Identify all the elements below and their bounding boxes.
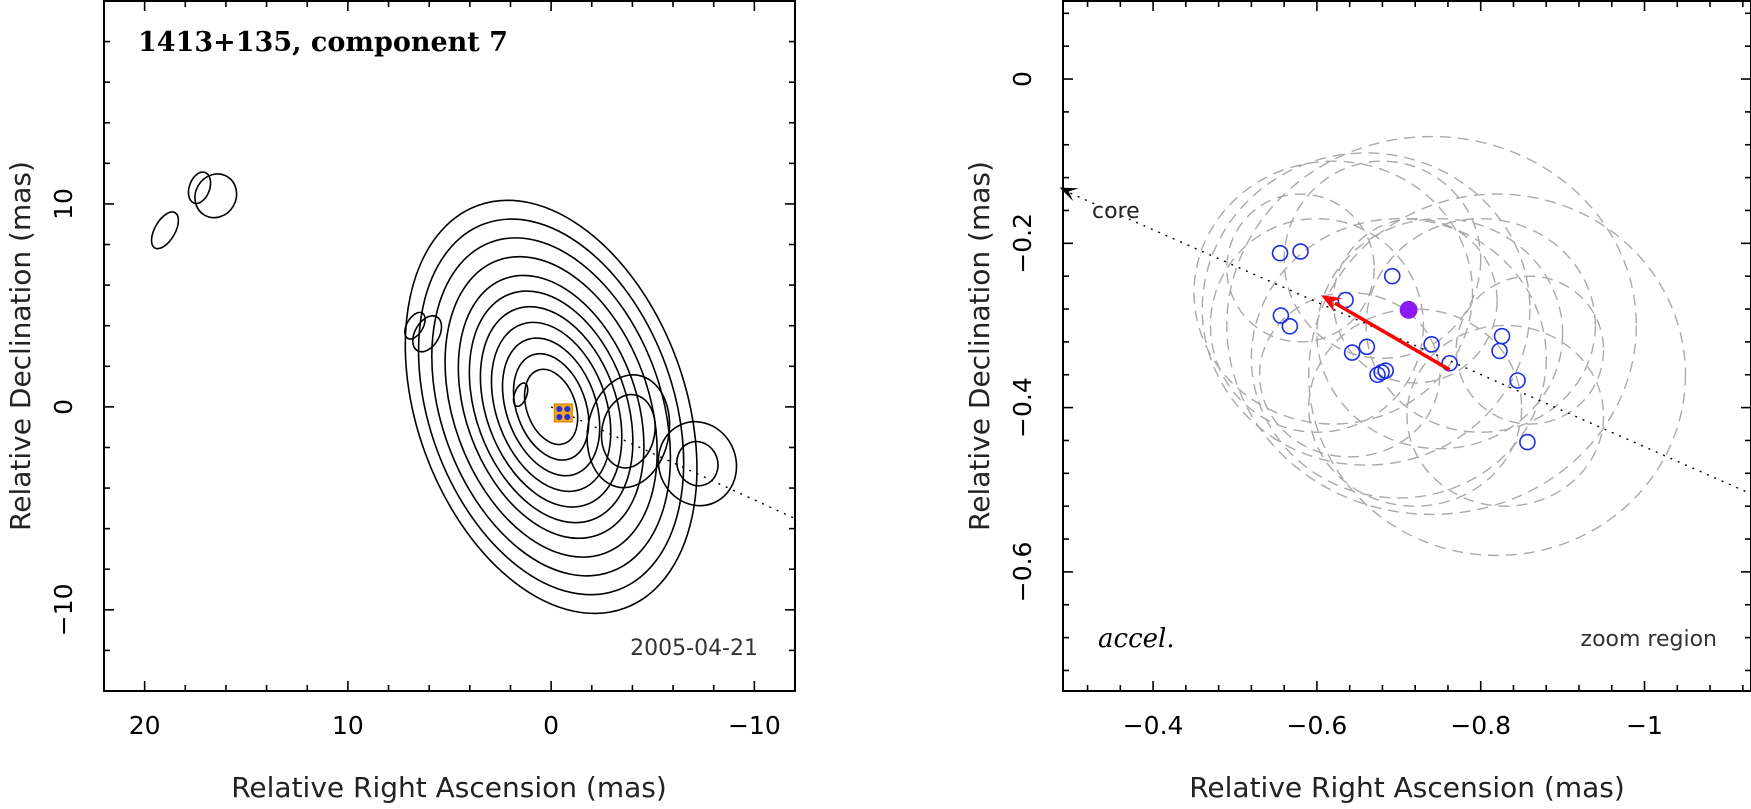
epoch-label: 2005-04-21 — [630, 636, 758, 661]
component-marker-dot — [564, 413, 571, 420]
position-point — [1343, 344, 1361, 361]
position-point — [1383, 267, 1401, 285]
error-ellipse — [1201, 152, 1531, 466]
left-x-axis-label: Relative Right Ascension (mas) — [231, 771, 667, 804]
error-ellipse — [1250, 217, 1547, 499]
position-points — [1271, 243, 1536, 451]
contour-level — [512, 382, 529, 408]
contour-level — [468, 290, 634, 524]
position-point — [1358, 338, 1376, 356]
component-marker — [553, 403, 573, 423]
contour-level — [417, 218, 685, 596]
contour-level — [676, 440, 719, 487]
right-x-tick-label: −0.8 — [1450, 711, 1511, 740]
position-point — [1441, 354, 1458, 372]
position-point — [1493, 327, 1511, 345]
contour-level — [501, 337, 601, 477]
contour-level — [194, 173, 238, 219]
position-point — [1292, 243, 1309, 260]
error-ellipse — [1365, 217, 1597, 433]
left-x-tick-label: −10 — [728, 711, 781, 740]
acceleration-vector-head — [1321, 295, 1343, 313]
left-axis-ticks: 20 10 0 −10 10 0 −10 — [49, 0, 796, 740]
error-ellipse — [1193, 160, 1474, 425]
component-marker-dot — [564, 405, 571, 412]
position-point — [1519, 433, 1536, 451]
component-marker-square — [553, 403, 573, 423]
contour-level — [150, 211, 180, 250]
right-plot-frame — [1062, 0, 1751, 692]
right-y-axis-label: Relative Declination (mas) — [963, 161, 996, 531]
position-point — [1272, 307, 1290, 324]
contour-level — [404, 311, 426, 340]
left-x-tick-label: 20 — [129, 711, 161, 740]
contour-level — [490, 321, 612, 493]
error-ellipse — [1308, 193, 1687, 557]
position-point — [1377, 362, 1395, 379]
position-point — [1369, 366, 1386, 384]
right-y-tick-label: −0.4 — [1008, 377, 1037, 438]
right-axis-ticks: −0.4 −0.6 −0.8 −1 0 −0.2 −0.4 −0.6 — [1008, 1, 1751, 740]
contour-map — [150, 171, 738, 615]
accel-label: accel. — [1098, 624, 1175, 654]
jet-axis-dotted-line — [550, 406, 796, 520]
mean-position — [1399, 300, 1418, 319]
contour-level — [187, 171, 212, 205]
mean-position-dot — [1399, 300, 1418, 319]
contour-level — [404, 199, 698, 615]
position-point — [1491, 342, 1508, 360]
right-x-tick-label: −1 — [1626, 711, 1663, 740]
left-y-tick-label: 10 — [49, 188, 78, 220]
left-x-tick-label: 10 — [332, 711, 364, 740]
acceleration-vector — [1321, 295, 1451, 372]
error-ellipse — [1316, 217, 1564, 450]
position-point — [1271, 244, 1289, 262]
error-ellipse — [1455, 275, 1605, 425]
jet-axis-line — [550, 406, 796, 520]
contour-level — [600, 393, 656, 469]
jet-axis-dotted-line — [1062, 189, 1751, 495]
left-y-tick-label: 0 — [49, 399, 78, 415]
left-y-axis-label: Relative Declination (mas) — [4, 161, 37, 531]
contour-level — [431, 237, 672, 577]
contour-level — [512, 352, 590, 461]
error-ellipse — [1283, 160, 1482, 360]
jet-axis-line — [1059, 187, 1751, 495]
right-y-tick-label: 0 — [1008, 71, 1037, 87]
left-x-tick-label: 0 — [543, 711, 559, 740]
zoom-region-label: zoom region — [1581, 627, 1717, 652]
acceleration-vector-shaft — [1333, 301, 1451, 372]
error-ellipse — [1406, 324, 1605, 507]
contour-level — [479, 305, 623, 508]
right-panel: −0.4 −0.6 −0.8 −1 0 −0.2 −0.4 −0.6 Relative Rig… — [963, 0, 1751, 804]
right-x-tick-label: −0.6 — [1287, 711, 1348, 740]
component-marker-dot — [556, 405, 563, 412]
left-plot-frame — [103, 0, 796, 692]
left-chart-title: 1413+135, component 7 — [138, 27, 508, 58]
contour-level — [457, 274, 645, 540]
component-marker-dot — [556, 413, 563, 420]
error-ellipse — [1258, 291, 1441, 458]
contour-level — [657, 420, 738, 507]
contour-level — [444, 255, 658, 558]
error-ellipse — [1226, 135, 1638, 516]
right-y-tick-label: −0.2 — [1008, 213, 1037, 274]
core-label: core — [1092, 199, 1140, 224]
contour-level — [411, 315, 443, 353]
position-point — [1509, 372, 1526, 389]
contour-level — [523, 368, 579, 446]
right-x-tick-label: −0.4 — [1123, 711, 1184, 740]
error-ellipse — [1209, 217, 1425, 433]
left-panel: 20 10 0 −10 10 0 −10 Relative Right Ascension … — [4, 0, 796, 804]
position-point — [1423, 336, 1440, 353]
core-direction-arrowhead — [1059, 187, 1079, 202]
error-ellipse — [1226, 193, 1375, 343]
position-point — [1281, 317, 1299, 335]
right-y-tick-label: −0.6 — [1008, 542, 1037, 603]
right-x-axis-label: Relative Right Ascension (mas) — [1189, 771, 1625, 804]
error-ellipses — [1193, 135, 1687, 557]
left-y-tick-label: −10 — [49, 583, 78, 636]
